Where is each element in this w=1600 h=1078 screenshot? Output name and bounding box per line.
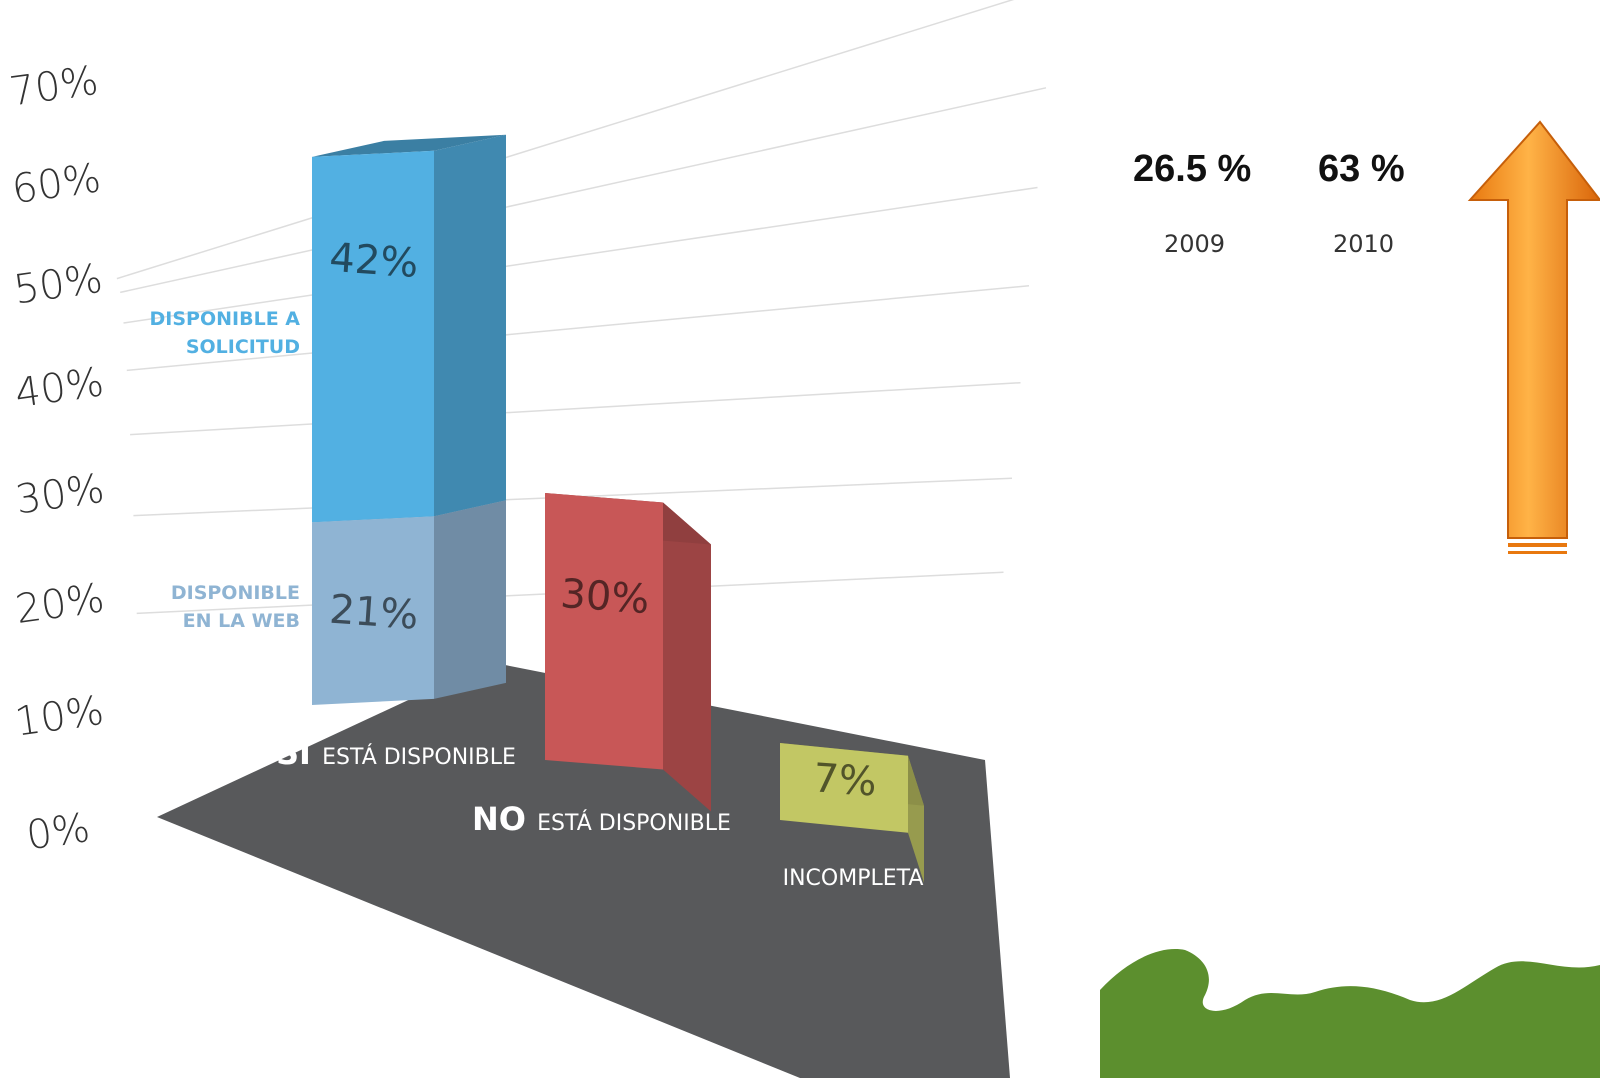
- gridline: [120, 87, 1047, 294]
- bar-top: [312, 134, 506, 157]
- y-tick-label: 40%: [12, 359, 106, 417]
- bar-segment: 30%: [545, 493, 711, 812]
- stat-year-2009: 2009: [1164, 230, 1226, 258]
- bar-front: [780, 743, 908, 833]
- bar-segment: 21%: [312, 500, 506, 705]
- bar-side: [434, 134, 506, 517]
- bar-value-label: 21%: [328, 587, 420, 639]
- grass-decoration: [1100, 949, 1600, 1078]
- bar-value-label: 30%: [559, 571, 651, 623]
- y-tick-label: 20%: [13, 575, 107, 633]
- stat-year-2010: 2010: [1333, 230, 1395, 258]
- bar-front: [312, 150, 434, 523]
- stat-value-2010: 63 %: [1318, 148, 1405, 190]
- series-annotations: DISPONIBLE A SOLICITUD DISPONIBLE EN LA WEB: [150, 308, 301, 632]
- gridline: [116, 0, 1015, 280]
- bar-value-label: 42%: [328, 235, 420, 287]
- y-tick-label: 60%: [9, 155, 103, 213]
- bar-side: [663, 502, 711, 812]
- bar-segment: 42%: [312, 134, 506, 523]
- y-tick-label: 0%: [24, 805, 93, 859]
- category-label: SÍ ESTÁ DISPONIBLE: [276, 734, 516, 772]
- series-annotation: DISPONIBLE EN LA WEB: [171, 582, 300, 632]
- bar-front: [312, 516, 434, 705]
- y-tick-label: 30%: [13, 466, 107, 524]
- stat-value-2009: 26.5 %: [1133, 148, 1252, 190]
- bar-segment: 7%: [780, 743, 924, 883]
- y-tick-label: 50%: [11, 256, 105, 314]
- category-labels: SÍ ESTÁ DISPONIBLE NO ESTÁ DISPONIBLE INCO…: [276, 734, 923, 891]
- gridlines: [116, 0, 1047, 615]
- bar-front: [545, 493, 663, 770]
- category-label: NO ESTÁ DISPONIBLE: [472, 800, 731, 838]
- y-tick-label: 10%: [12, 688, 106, 746]
- up-arrow-icon: [1467, 120, 1600, 554]
- gridline: [130, 381, 1021, 436]
- bars: 21% 42% 30% 7%: [312, 134, 924, 883]
- gridline: [126, 285, 1030, 372]
- bar-side: [434, 500, 506, 699]
- y-axis-ticks: 0% 10% 20% 30% 40% 50% 60% 70%: [7, 58, 107, 860]
- series-annotation: DISPONIBLE A SOLICITUD: [150, 308, 301, 358]
- category-label: INCOMPLETA: [783, 866, 924, 891]
- gridline: [123, 186, 1038, 324]
- y-tick-label: 70%: [7, 58, 101, 116]
- bar-value-label: 7%: [812, 755, 879, 805]
